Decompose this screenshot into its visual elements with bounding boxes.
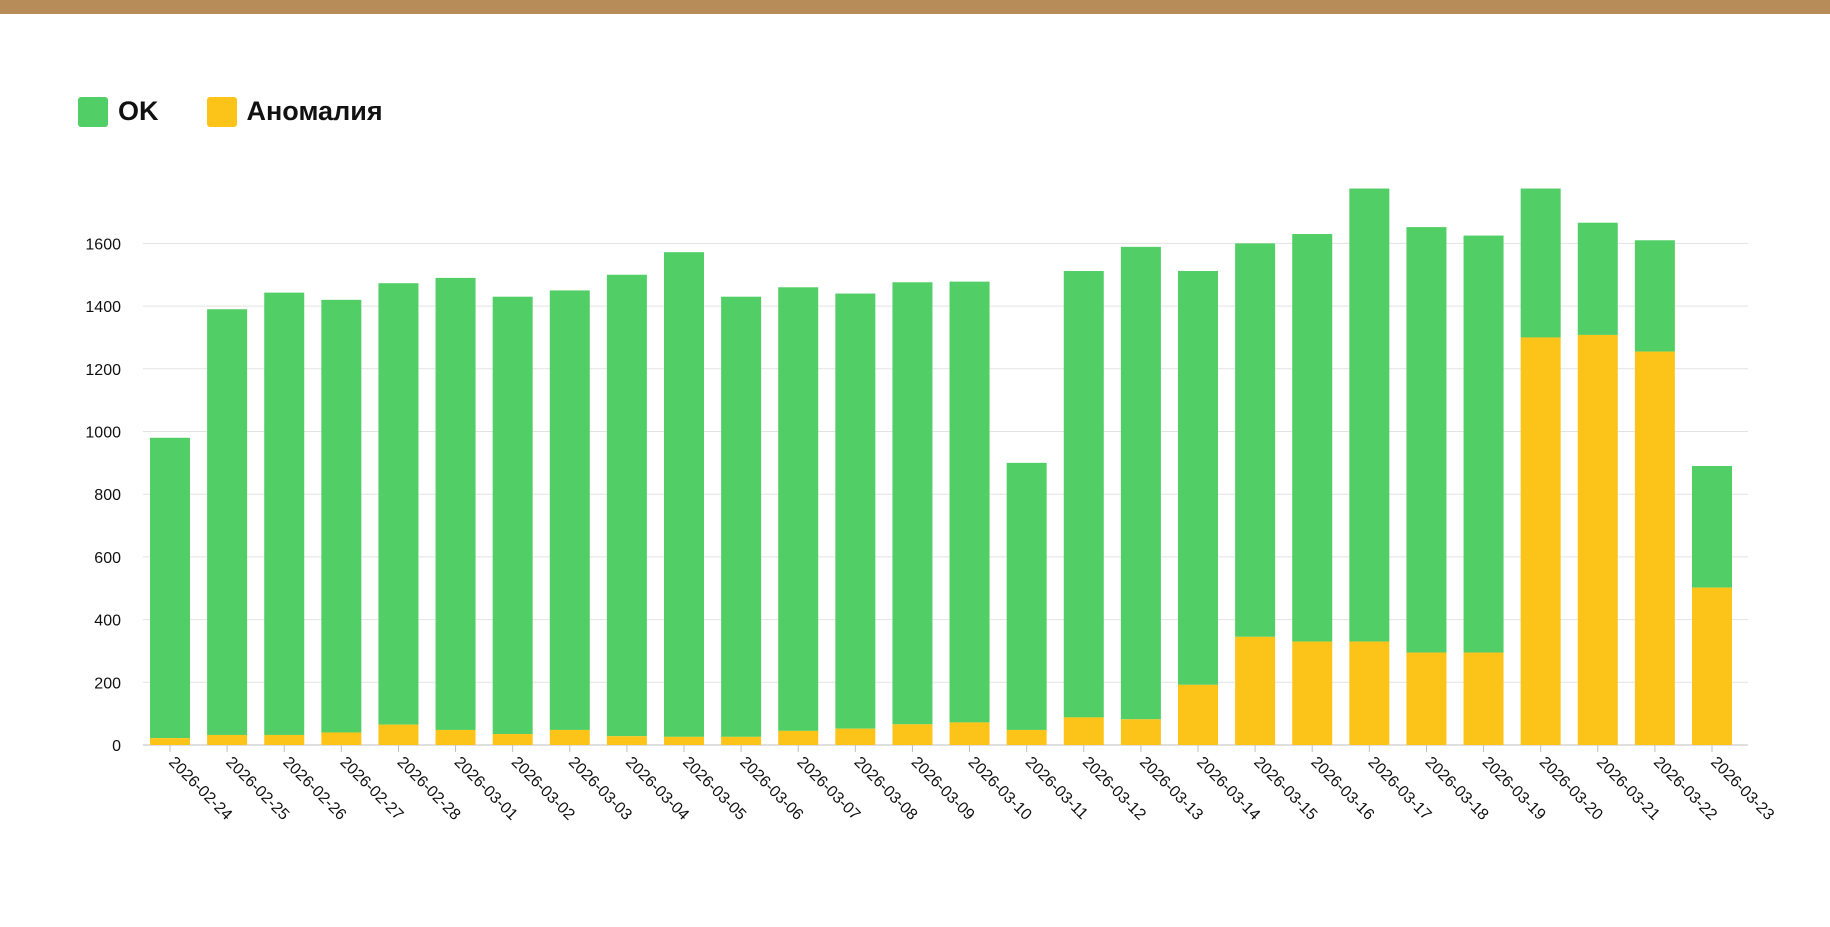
y-tick-label: 1200 — [85, 362, 121, 379]
y-tick-label: 1400 — [85, 299, 121, 316]
bar-ok-2026-03-11[interactable] — [1006, 462, 1047, 730]
bar-ok-2026-02-28[interactable] — [378, 283, 419, 725]
top-accent-bar — [0, 0, 1830, 14]
bar-anomaly-2026-03-03[interactable] — [549, 729, 590, 745]
legend-swatch-ok — [78, 96, 108, 127]
bar-ok-2026-03-20[interactable] — [1520, 188, 1561, 338]
bar-ok-2026-03-06[interactable] — [721, 296, 762, 737]
bar-ok-2026-03-21[interactable] — [1577, 222, 1618, 335]
bar-anomaly-2026-02-26[interactable] — [264, 734, 305, 745]
y-tick-label: 400 — [94, 613, 121, 630]
bar-anomaly-2026-03-23[interactable] — [1692, 587, 1732, 745]
bar-ok-2026-02-24[interactable] — [150, 437, 190, 739]
bar-anomaly-2026-02-27[interactable] — [321, 732, 362, 745]
legend-label-anomaly: Аномалия — [246, 96, 383, 126]
bar-ok-2026-03-02[interactable] — [492, 296, 533, 735]
bar-ok-2026-02-25[interactable] — [207, 309, 248, 735]
bar-anomaly-2026-03-09[interactable] — [892, 724, 933, 745]
bar-ok-2026-03-13[interactable] — [1120, 246, 1161, 720]
bar-anomaly-2026-02-25[interactable] — [207, 734, 248, 745]
chart-legend: OK Аномалия — [78, 96, 431, 127]
bar-ok-2026-03-09[interactable] — [892, 282, 933, 725]
bar-ok-2026-03-23[interactable] — [1692, 465, 1732, 588]
bar-ok-2026-03-10[interactable] — [949, 281, 990, 723]
bar-anomaly-2026-03-14[interactable] — [1178, 684, 1218, 745]
bar-anomaly-2026-02-24[interactable] — [150, 738, 190, 745]
bar-ok-2026-03-03[interactable] — [549, 290, 590, 730]
bar-anomaly-2026-03-13[interactable] — [1120, 719, 1161, 745]
bar-anomaly-2026-03-19[interactable] — [1463, 652, 1504, 745]
bar-anomaly-2026-03-15[interactable] — [1235, 636, 1276, 745]
legend-label-ok: OK — [118, 96, 159, 126]
bar-anomaly-2026-02-28[interactable] — [378, 724, 419, 745]
bar-anomaly-2026-03-17[interactable] — [1349, 641, 1390, 745]
legend-item-ok[interactable]: OK — [78, 96, 159, 127]
bar-ok-2026-03-12[interactable] — [1063, 270, 1104, 718]
y-tick-label: 0 — [112, 738, 121, 755]
bar-ok-2026-03-17[interactable] — [1349, 188, 1390, 642]
bar-ok-2026-02-27[interactable] — [321, 299, 362, 733]
bar-anomaly-2026-03-22[interactable] — [1634, 351, 1675, 745]
bar-anomaly-2026-03-04[interactable] — [606, 736, 647, 745]
bar-ok-2026-03-22[interactable] — [1634, 240, 1675, 352]
y-tick-label: 1600 — [85, 236, 121, 253]
bar-anomaly-2026-03-02[interactable] — [492, 734, 533, 745]
bar-anomaly-2026-03-06[interactable] — [721, 736, 762, 745]
y-tick-label: 800 — [94, 487, 121, 504]
bar-anomaly-2026-03-20[interactable] — [1520, 337, 1561, 745]
y-tick-label: 1000 — [85, 425, 121, 442]
bar-anomaly-2026-03-08[interactable] — [835, 728, 876, 745]
y-tick-label: 200 — [94, 675, 121, 692]
bar-ok-2026-03-01[interactable] — [435, 277, 476, 730]
bar-anomaly-2026-03-16[interactable] — [1292, 641, 1333, 745]
bar-anomaly-2026-03-01[interactable] — [435, 729, 476, 745]
bar-ok-2026-03-07[interactable] — [778, 287, 819, 731]
legend-swatch-anomaly — [206, 96, 237, 127]
bar-ok-2026-03-14[interactable] — [1178, 270, 1218, 685]
bar-anomaly-2026-03-05[interactable] — [664, 736, 704, 745]
bar-ok-2026-03-04[interactable] — [606, 274, 647, 737]
legend-item-anomaly[interactable]: Аномалия — [206, 96, 383, 127]
bar-anomaly-2026-03-07[interactable] — [778, 730, 819, 745]
bar-ok-2026-03-15[interactable] — [1235, 243, 1276, 637]
bar-ok-2026-03-16[interactable] — [1292, 233, 1333, 642]
bar-anomaly-2026-03-10[interactable] — [949, 722, 990, 745]
bar-anomaly-2026-03-21[interactable] — [1577, 334, 1618, 745]
bar-anomaly-2026-03-11[interactable] — [1006, 729, 1047, 745]
bar-ok-2026-02-26[interactable] — [264, 292, 305, 735]
bar-ok-2026-03-19[interactable] — [1463, 235, 1504, 653]
bar-anomaly-2026-03-18[interactable] — [1406, 652, 1447, 745]
bar-ok-2026-03-18[interactable] — [1406, 227, 1447, 653]
bar-ok-2026-03-08[interactable] — [835, 293, 876, 729]
bar-ok-2026-03-05[interactable] — [664, 252, 704, 737]
bar-anomaly-2026-03-12[interactable] — [1063, 717, 1104, 745]
y-tick-label: 600 — [94, 550, 121, 567]
